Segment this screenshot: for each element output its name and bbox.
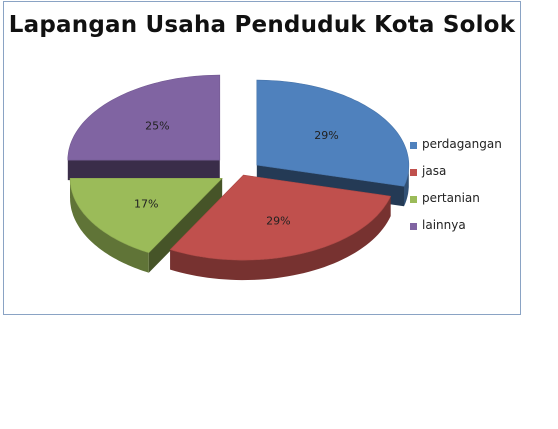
legend-swatch: [410, 142, 417, 149]
pie-data-label-jasa: 29%: [266, 214, 290, 227]
pie-data-label-perdagangan: 29%: [314, 129, 338, 142]
pie-data-label-lainnya: 25%: [145, 119, 169, 132]
pie-label-layer: 29% 29% 17% 25%: [134, 119, 339, 227]
legend-label: lainnya: [422, 218, 466, 232]
legend-swatch: [410, 223, 417, 230]
pie-slice-side-pertanian: [70, 178, 149, 273]
pie-slice-wall-pertanian: [148, 178, 223, 273]
pie-slice-side-perdagangan: [404, 163, 409, 207]
legend-swatch: [410, 196, 417, 203]
pie-slice-pertanian: [69, 178, 223, 254]
legend-swatch: [410, 169, 417, 176]
pie-top-layer: [67, 74, 410, 261]
legend-label: perdagangan: [422, 137, 502, 151]
pie-slice-jasa: [169, 174, 392, 261]
chart-title: Lapangan Usaha Penduduk Kota Solok: [8, 12, 516, 38]
pie-slice-side-jasa: [170, 196, 391, 281]
pie-slice-lainnya: [67, 74, 221, 161]
pie-data-label-pertanian: 17%: [134, 197, 158, 210]
pie-slice-wall-lainnya: [67, 160, 220, 181]
legend-label: pertanian: [422, 191, 480, 205]
pie-slice-perdagangan: [256, 79, 410, 187]
legend-label: jasa: [422, 164, 447, 178]
